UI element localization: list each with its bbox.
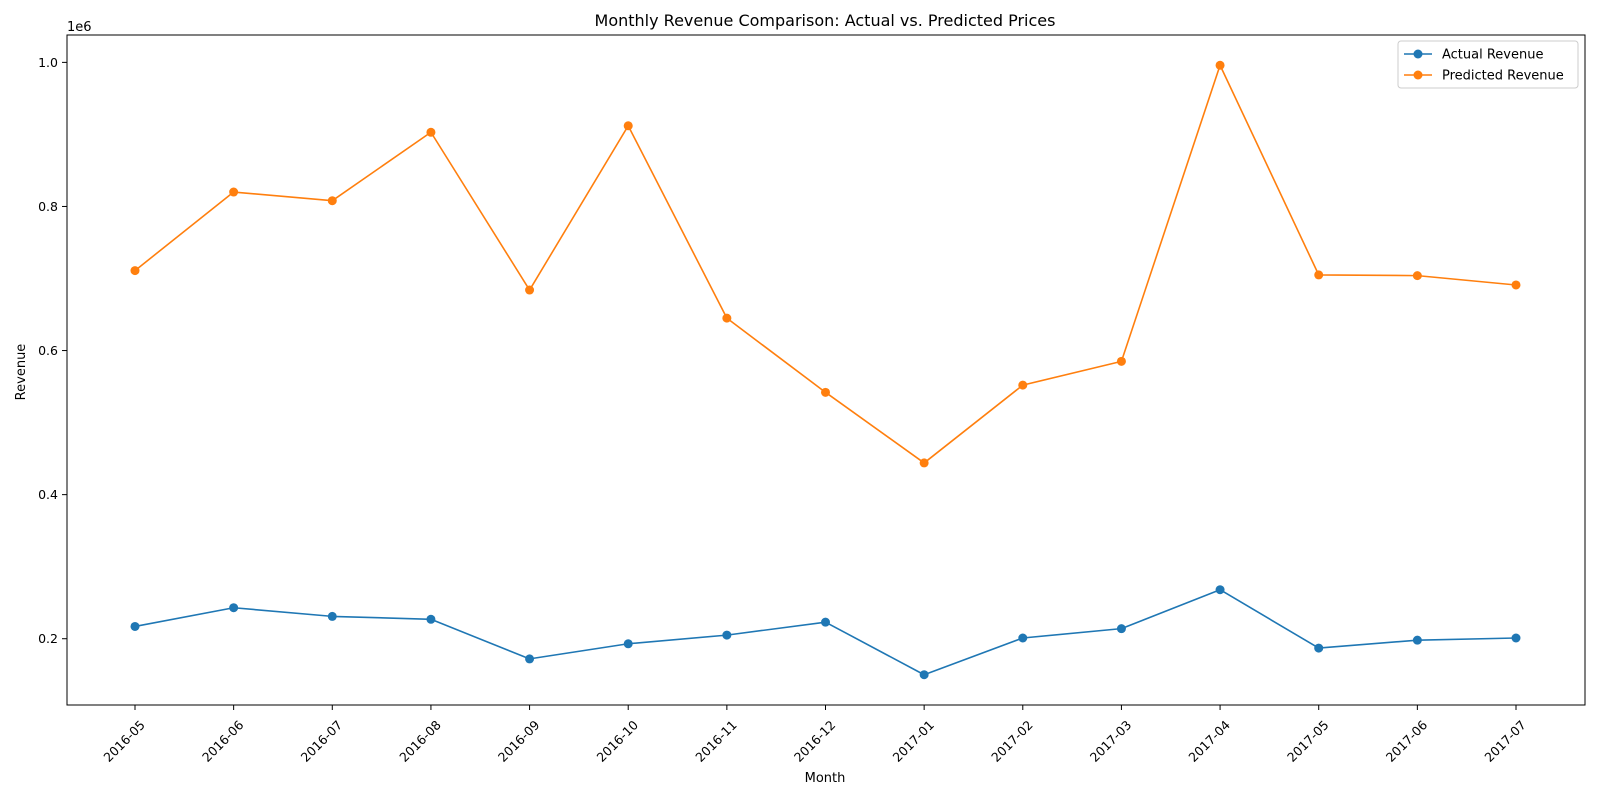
data-point <box>327 611 337 621</box>
data-point <box>130 621 140 631</box>
y-axis-offset-label: 1e6 <box>67 20 92 35</box>
plot-frame <box>66 34 1586 706</box>
data-point <box>821 387 830 397</box>
ticks-layer: 2016-05 2016-06 2016-07 2016-08 2016-09 2016-… <box>38 55 1529 765</box>
data-point <box>623 121 633 131</box>
x-tick-label: 2017-01 <box>890 717 938 765</box>
series-line-2 <box>134 64 1517 464</box>
data-point <box>229 187 239 197</box>
data-point <box>1116 356 1126 366</box>
y-axis-label: Revenue <box>14 344 29 401</box>
series-line-1 <box>134 588 1517 676</box>
legend: Actual Revenue Predicted Revenue <box>1397 40 1579 89</box>
data-point <box>525 285 535 295</box>
x-tick-label: 2016-07 <box>298 717 346 765</box>
data-point <box>1314 270 1324 280</box>
data-point <box>1314 643 1324 653</box>
series-layer <box>130 60 1521 680</box>
x-tick-label: 2017-04 <box>1185 717 1233 765</box>
legend-label-2: Predicted Revenue <box>1442 69 1564 84</box>
data-point <box>426 127 436 137</box>
data-point <box>229 603 239 613</box>
x-tick-label: 2016-05 <box>100 717 148 765</box>
x-tick-label: 2017-06 <box>1383 717 1431 765</box>
x-tick-label: 2017-02 <box>988 717 1036 765</box>
x-tick-label: 2016-09 <box>495 717 543 765</box>
y-tick-label: 0.6 <box>38 343 58 358</box>
data-point <box>1412 635 1422 645</box>
legend-marker-1 <box>1413 49 1423 59</box>
data-point <box>722 313 732 323</box>
x-tick-label: 2016-11 <box>692 717 740 765</box>
y-tick-label: 0.4 <box>38 487 58 502</box>
data-point <box>919 670 929 680</box>
x-tick-label: 2017-05 <box>1284 717 1332 765</box>
data-point <box>426 614 436 624</box>
data-point <box>1215 585 1225 595</box>
data-point <box>1018 633 1028 643</box>
data-point <box>1511 633 1521 643</box>
x-tick-label: 2016-12 <box>791 717 839 765</box>
data-point <box>1018 380 1028 390</box>
data-point <box>130 266 140 276</box>
x-tick-label: 2016-08 <box>396 717 444 765</box>
x-axis-label: Month <box>805 771 846 786</box>
data-point <box>821 617 830 627</box>
data-point <box>1215 60 1225 70</box>
x-tick-label: 2016-10 <box>594 717 642 765</box>
data-point <box>722 630 732 640</box>
data-point <box>1116 624 1126 634</box>
data-point <box>1412 271 1422 281</box>
y-tick-label: 0.8 <box>38 199 58 214</box>
x-tick-label: 2017-07 <box>1481 717 1529 765</box>
data-point <box>1511 280 1521 290</box>
data-point <box>327 196 337 206</box>
data-point <box>919 458 929 468</box>
y-tick-label: 1.0 <box>38 55 58 70</box>
x-tick-label: 2016-06 <box>199 717 247 765</box>
legend-marker-2 <box>1413 70 1423 80</box>
data-point <box>623 639 633 649</box>
legend-box <box>1397 40 1579 89</box>
x-tick-label: 2017-03 <box>1087 717 1135 765</box>
y-tick-label: 0.2 <box>38 631 58 646</box>
data-point <box>525 654 535 664</box>
legend-label-1: Actual Revenue <box>1442 48 1543 63</box>
chart-title: Monthly Revenue Comparison: Actual vs. P… <box>595 11 1056 30</box>
